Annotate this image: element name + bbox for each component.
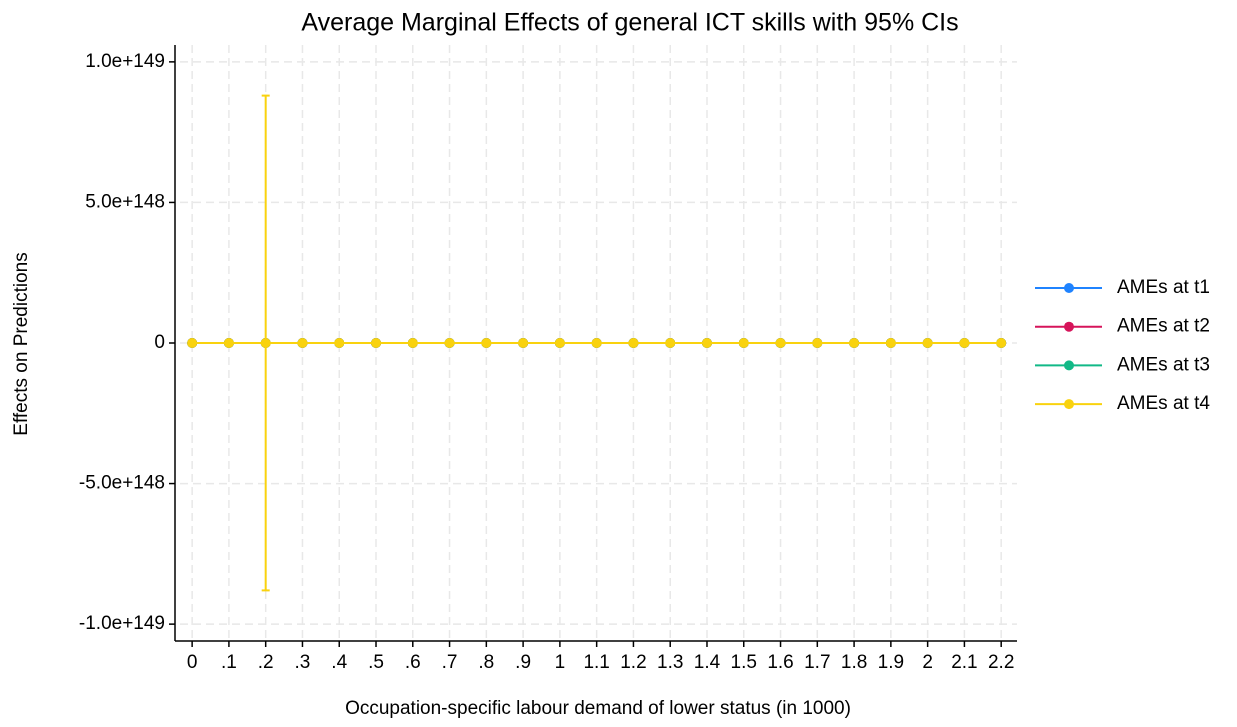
point (371, 338, 382, 348)
y-tick-label: 1.0e+149 (85, 51, 165, 72)
legend-marker (1064, 360, 1074, 371)
point (738, 338, 749, 348)
point (849, 338, 860, 348)
point (959, 338, 970, 348)
x-tick-label: 2.2 (988, 652, 1014, 673)
point (260, 338, 271, 348)
x-tick-label: 1.5 (731, 652, 757, 673)
point (812, 338, 823, 348)
x-tick-label: 1.4 (694, 652, 721, 673)
x-tick-label: .6 (405, 652, 421, 673)
x-tick-label: .2 (258, 652, 274, 673)
legend-marker (1064, 399, 1074, 410)
point (665, 338, 676, 348)
legend-label: AMEs at t2 (1117, 316, 1210, 337)
point (518, 338, 529, 348)
x-tick-label: 2 (922, 652, 933, 673)
point (628, 338, 639, 348)
x-tick-label: 0 (187, 652, 198, 673)
x-tick-label: .9 (515, 652, 531, 673)
legend-label: AMEs at t4 (1117, 393, 1210, 414)
y-axis-title: Effects on Predictions (11, 252, 32, 435)
y-tick-label: 5.0e+148 (85, 191, 165, 212)
x-tick-label: .5 (368, 652, 384, 673)
x-tick-label: 1.8 (841, 652, 867, 673)
point (187, 338, 198, 348)
x-tick-label: 1.1 (583, 652, 609, 673)
x-tick-label: 1.6 (767, 652, 793, 673)
x-tick-label: .1 (221, 652, 237, 673)
x-tick-label: 1.3 (657, 652, 683, 673)
y-tick-label: -5.0e+148 (79, 473, 165, 494)
point (922, 338, 933, 348)
x-tick-label: 1.2 (620, 652, 646, 673)
point (554, 338, 565, 348)
x-tick-label: .7 (442, 652, 458, 673)
y-tick-label: 0 (154, 332, 165, 353)
chart-title: Average Marginal Effects of general ICT … (301, 9, 958, 37)
point (407, 338, 418, 348)
x-tick-label: .3 (295, 652, 311, 673)
legend-marker (1064, 283, 1074, 293)
y-tick-label: -1.0e+149 (79, 613, 165, 634)
x-tick-label: 1.7 (804, 652, 830, 673)
point (996, 338, 1007, 348)
point (701, 338, 712, 348)
point (885, 338, 896, 348)
point (334, 338, 345, 348)
x-axis-title: Occupation-specific labour demand of low… (345, 698, 851, 719)
point (591, 338, 602, 348)
point (223, 338, 234, 348)
x-tick-label: .8 (478, 652, 494, 673)
point (775, 338, 786, 348)
x-tick-label: 1 (555, 652, 566, 673)
legend-label: AMEs at t3 (1117, 354, 1210, 375)
x-tick-label: .4 (331, 652, 347, 673)
legend-label: AMEs at t1 (1117, 277, 1210, 298)
x-tick-label: 2.1 (951, 652, 977, 673)
point (297, 338, 308, 348)
point (444, 338, 455, 348)
x-tick-label: 1.9 (878, 652, 904, 673)
point (481, 338, 492, 348)
legend-marker (1064, 321, 1074, 332)
